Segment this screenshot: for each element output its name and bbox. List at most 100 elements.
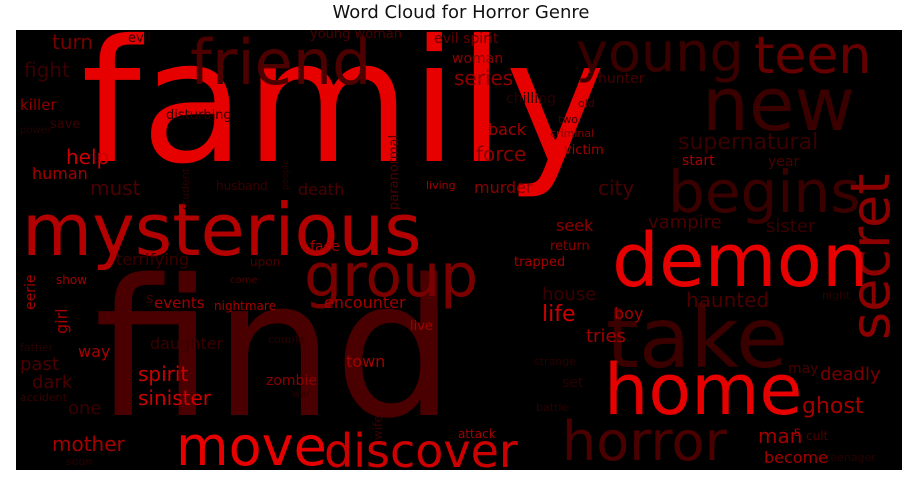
word-living: living xyxy=(426,179,456,192)
word-girl: girl xyxy=(52,308,71,334)
word-wife: wife xyxy=(371,415,385,440)
word-hunter: hunter xyxy=(598,71,645,87)
word-chilling: chilling xyxy=(506,91,556,107)
word-mysterious: mysterious xyxy=(22,188,422,272)
word-cult: cult xyxy=(806,429,829,443)
word-man: man xyxy=(758,424,803,448)
word-may: may xyxy=(788,361,819,377)
word-year: year xyxy=(768,154,800,170)
word-disturbing: disturbing xyxy=(166,108,232,123)
word-supernatural: supernatural xyxy=(678,130,819,155)
word-vampire: vampire xyxy=(648,212,722,233)
word-teenager: teenager xyxy=(826,451,876,464)
word-tries: tries xyxy=(586,326,626,347)
word-old: old xyxy=(578,97,595,110)
word-ghost: ghost xyxy=(802,394,864,419)
word-battle: battle xyxy=(536,401,569,414)
word-teen: teen xyxy=(754,30,872,86)
word-student: student xyxy=(179,167,192,210)
word-become: become xyxy=(764,448,829,467)
word-father: father xyxy=(20,341,54,354)
word-husband: husband xyxy=(216,179,268,193)
word-group: group xyxy=(304,241,479,311)
word-two: two xyxy=(558,113,579,126)
word-friend: friend xyxy=(190,30,372,99)
word-terrifying: terrifying xyxy=(116,250,189,269)
word-turn: turn xyxy=(52,30,94,54)
word-demon: demon xyxy=(612,218,869,304)
word-move: move xyxy=(176,415,327,471)
word-evil: evil xyxy=(128,31,151,46)
word-horror: horror xyxy=(562,410,727,470)
word-attack: attack xyxy=(458,427,496,441)
word-help: help xyxy=(66,145,110,169)
word-trapped: trapped xyxy=(514,255,566,270)
word-death: death xyxy=(298,180,345,199)
word-town: town xyxy=(346,352,386,371)
word-eerie: eerie xyxy=(23,274,39,311)
word-show: show xyxy=(56,273,88,287)
word-young: young xyxy=(576,30,744,84)
word-killer: killer xyxy=(20,96,57,114)
word-must: must xyxy=(90,176,141,200)
word-upon: upon xyxy=(250,255,281,269)
word-home: home xyxy=(604,349,803,431)
word-human: human xyxy=(32,164,88,183)
word-way: way xyxy=(78,342,111,361)
word-back: back xyxy=(488,120,527,139)
word-force: force xyxy=(476,142,527,166)
word-night: night xyxy=(822,289,851,302)
word-dark: dark xyxy=(32,372,73,393)
word-spirit: spirit xyxy=(138,362,189,386)
word-series: series xyxy=(454,66,514,90)
word-sister: sister xyxy=(766,216,816,237)
word-set: set xyxy=(562,375,584,391)
word-city: city xyxy=(598,176,635,200)
word-face: face xyxy=(310,239,340,255)
word-strange: strange xyxy=(534,355,577,368)
word-find: find xyxy=(94,239,455,460)
word-s-1: s xyxy=(146,291,154,307)
word-encounter: encounter xyxy=(324,293,406,312)
word-s-2: s xyxy=(794,425,801,440)
word-come: come xyxy=(230,275,258,286)
word-couple: couple xyxy=(268,333,305,346)
word-murder: murder xyxy=(474,178,533,197)
word-nightmare: nightmare xyxy=(214,299,276,313)
word-young-woman: young woman xyxy=(310,30,402,42)
word-boy: boy xyxy=(614,304,644,323)
word-new: new xyxy=(702,62,855,148)
word-soon: soon xyxy=(66,455,93,468)
chart-title: Word Cloud for Horror Genre xyxy=(332,2,590,23)
word-family: family xyxy=(81,30,606,202)
word-victim: victim xyxy=(564,143,604,158)
word-live: live xyxy=(410,319,433,334)
word-criminal: criminal xyxy=(550,127,595,140)
word-one: one xyxy=(68,398,102,419)
word-deadly: deadly xyxy=(820,364,881,385)
word-return: return xyxy=(550,239,590,254)
word-life: life xyxy=(542,302,576,327)
word-cloud: family find mysterious friend young new … xyxy=(16,30,902,470)
word-events: events xyxy=(154,294,205,312)
word-sinister: sinister xyxy=(138,386,211,410)
word-war: war xyxy=(292,389,311,400)
word-power: power xyxy=(20,125,51,136)
word-house: house xyxy=(542,284,597,305)
word-begins: begins xyxy=(668,158,861,226)
word-haunted: haunted xyxy=(686,288,770,312)
word-take: take xyxy=(606,289,788,387)
word-start: start xyxy=(682,153,715,169)
word-accident: accident xyxy=(20,391,67,404)
word-paranormal: paranormal xyxy=(387,134,402,210)
word-mother: mother xyxy=(52,432,125,456)
word-people: people xyxy=(281,159,291,190)
word-zombie: zombie xyxy=(266,373,317,389)
word-daughter: daughter xyxy=(150,334,224,353)
word-save: save xyxy=(50,117,81,132)
word-woman: woman xyxy=(452,51,504,67)
word-evil-spirit: evil spirit xyxy=(434,31,499,47)
word-discover: discover xyxy=(324,424,518,470)
word-seek: seek xyxy=(556,216,594,235)
word-past: past xyxy=(20,354,59,375)
